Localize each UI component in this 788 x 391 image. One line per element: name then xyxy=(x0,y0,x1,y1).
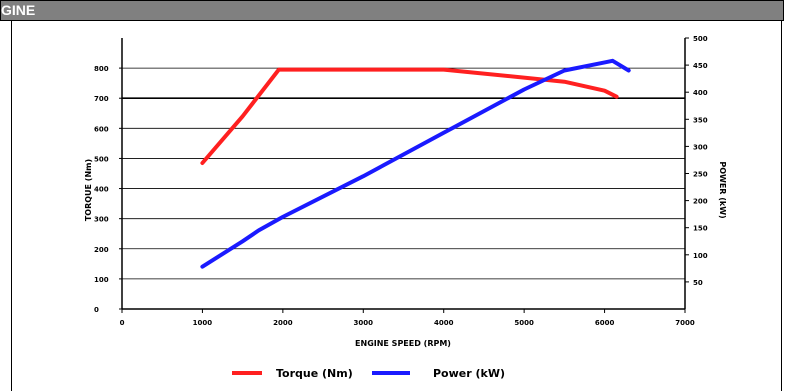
grid-lines xyxy=(122,67,685,280)
y2-tick-label: 100 xyxy=(693,252,708,260)
x-axis-title: ENGINE SPEED (RPM) xyxy=(355,339,451,348)
y-tick-label: 0 xyxy=(94,306,99,314)
y2-tick-label: 450 xyxy=(693,62,708,70)
y-tick-label: 300 xyxy=(94,216,109,224)
y2-tick-label: 350 xyxy=(693,116,708,124)
x-tick-label: 6000 xyxy=(595,319,615,327)
y-axis-title: TORQUE (Nm) xyxy=(84,159,93,221)
y2-tick-label: 200 xyxy=(693,198,708,206)
left-border-line xyxy=(11,21,12,391)
right-border-line xyxy=(781,21,782,391)
section-header-title: GINE xyxy=(1,2,36,18)
x-tick-label: 0 xyxy=(120,319,125,327)
series-lines xyxy=(200,58,631,269)
x-tick-label: 3000 xyxy=(354,319,374,327)
torque-series-line xyxy=(200,67,619,165)
y2-tick-label: 500 xyxy=(693,35,708,43)
y-tick-label: 400 xyxy=(94,186,109,194)
y-tick-label: 200 xyxy=(94,246,109,254)
y2-axis-title: POWER (kW) xyxy=(718,161,727,218)
y2-tick-label: 400 xyxy=(693,89,708,97)
x-tick-label: 7000 xyxy=(675,319,695,327)
y2-tick-label: 300 xyxy=(693,143,708,151)
power-series-line xyxy=(200,58,631,269)
tick-labels: 0 100 200 300 400 500 600 700 800 0 1000 2000 3000 40… xyxy=(94,35,708,327)
y2-tick-label: 250 xyxy=(693,171,708,179)
x-tick-label: 1000 xyxy=(193,319,213,327)
y-tick-label: 600 xyxy=(94,125,109,133)
axes xyxy=(119,37,689,313)
x-tick-label: 4000 xyxy=(434,319,454,327)
y-tick-label: 100 xyxy=(94,276,109,284)
y-tick-label: 800 xyxy=(94,65,109,73)
y-tick-label: 500 xyxy=(94,155,109,163)
y-tick-label: 700 xyxy=(94,95,109,103)
x-tick-label: 5000 xyxy=(514,319,534,327)
legend-torque-label: Torque (Nm) xyxy=(276,367,353,380)
legend-power-label: Power (kW) xyxy=(433,367,505,380)
y2-tick-label: 50 xyxy=(693,279,703,287)
legend: Torque (Nm) Power (kW) xyxy=(232,367,505,380)
section-header-bar: GINE xyxy=(0,0,784,21)
y2-tick-label: 150 xyxy=(693,225,708,233)
x-tick-label: 2000 xyxy=(273,319,293,327)
